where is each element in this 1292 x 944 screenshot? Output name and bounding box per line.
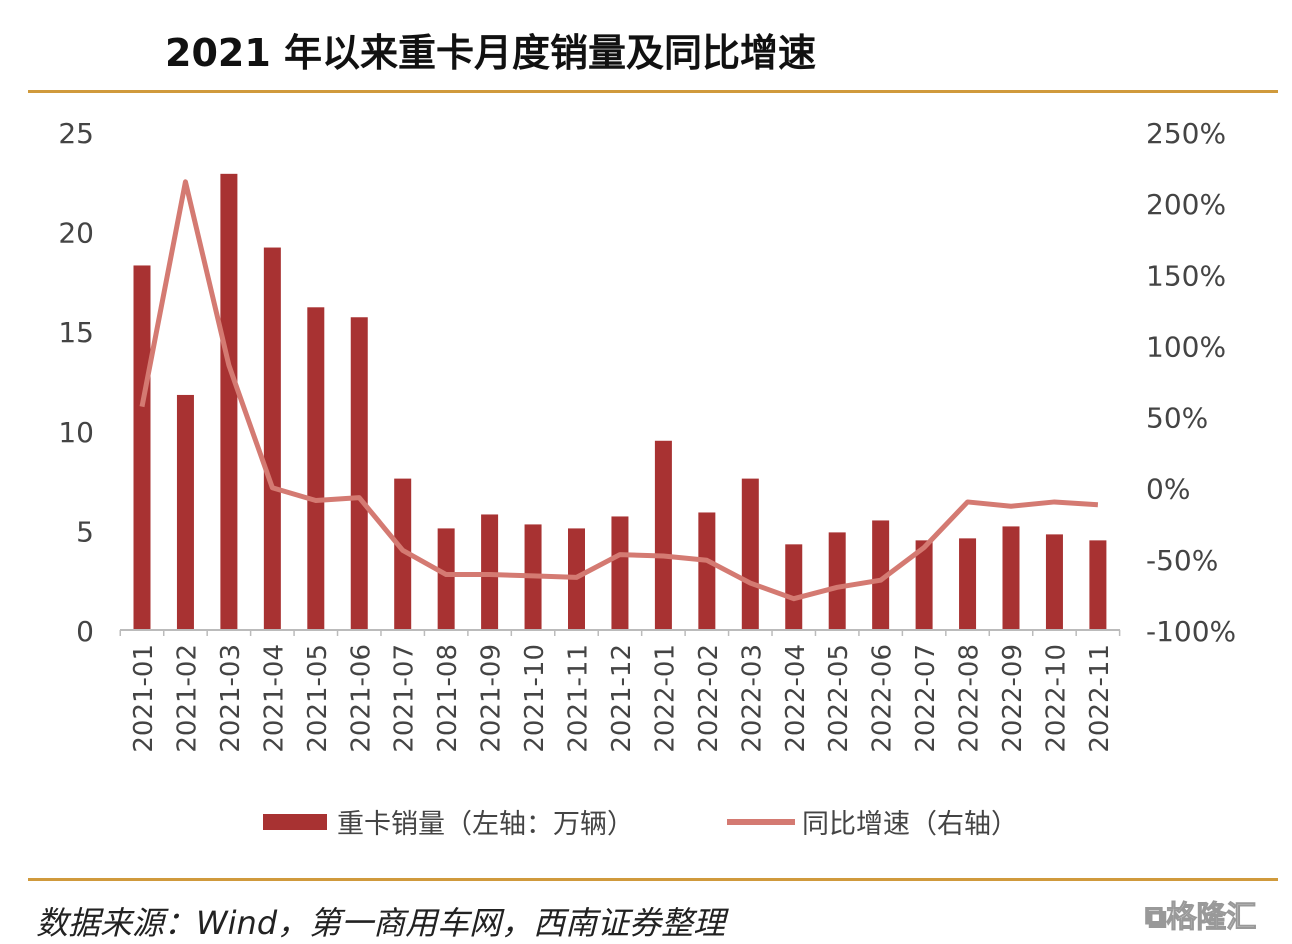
bar-2022-11 [1089, 540, 1107, 630]
x-tick-label: 2021-03 [216, 644, 246, 753]
x-tick-label: 2021-11 [564, 644, 594, 753]
y-right-tick-label: 50% [1146, 402, 1208, 435]
chart-title: 2021 年以来重卡月度销量及同比增速 [165, 31, 816, 75]
bar-2021-06 [350, 317, 368, 630]
bar-2021-04 [263, 247, 281, 630]
legend-bar-swatch [263, 814, 327, 830]
y-right-tick-label: 200% [1146, 188, 1226, 221]
x-tick-label: 2022-01 [650, 644, 680, 753]
bar-2021-03 [220, 173, 238, 630]
bar-2022-02 [698, 512, 716, 630]
y-left-tick-label: 5 [76, 515, 94, 548]
bar-2021-08 [437, 528, 455, 630]
y-right-tick-label: -50% [1146, 544, 1218, 577]
y-left-tick-label: 0 [76, 615, 94, 648]
x-tick-label: 2021-04 [259, 644, 289, 753]
legend-bar-label: 重卡销量（左轴：万辆） [337, 809, 634, 840]
y-right-tick-label: 250% [1146, 117, 1226, 150]
y-left-tick-label: 10 [58, 416, 94, 449]
y-right-tick-label: 100% [1146, 330, 1226, 363]
bottom-rule [28, 878, 1278, 881]
bar-2022-01 [654, 440, 672, 630]
x-tick-label: 2021-05 [303, 644, 333, 753]
bar-2021-01 [133, 265, 151, 630]
source-note: 数据来源：Wind，第一商用车网，西南证券整理 [36, 904, 726, 942]
x-tick-label: 2022-07 [911, 644, 941, 753]
bar-2021-05 [307, 307, 325, 630]
x-tick-label: 2022-08 [955, 644, 985, 753]
legend-line-label: 同比增速（右轴） [802, 809, 1018, 840]
top-rule [28, 90, 1278, 93]
x-tick-label: 2022-05 [824, 644, 854, 753]
bar-2022-06 [872, 520, 890, 630]
bar-2022-04 [785, 544, 803, 630]
bar-2022-10 [1045, 534, 1063, 630]
bar-2022-08 [959, 538, 977, 630]
y-left-tick-label: 15 [58, 316, 94, 349]
bar-2022-05 [828, 532, 846, 630]
x-tick-label: 2022-09 [998, 644, 1028, 753]
x-tick-label: 2021-12 [607, 644, 637, 753]
x-tick-label: 2021-07 [390, 644, 420, 753]
x-tick-label: 2021-10 [520, 644, 550, 753]
y-right-tick-label: -100% [1146, 615, 1236, 648]
x-tick-label: 2022-03 [737, 644, 767, 753]
x-tick-label: 2022-06 [868, 644, 898, 753]
x-tick-label: 2021-09 [477, 644, 507, 753]
x-tick-label: 2022-11 [1085, 644, 1115, 753]
bar-2022-07 [915, 540, 933, 630]
x-tick-label: 2022-04 [781, 644, 811, 753]
bar-2021-02 [176, 394, 194, 630]
bar-2021-07 [394, 478, 412, 630]
bar-2021-12 [611, 516, 629, 630]
y-right-tick-label: 150% [1146, 259, 1226, 292]
y-right-tick-label: 0% [1146, 473, 1190, 506]
x-tick-label: 2022-02 [694, 644, 724, 753]
bar-2022-03 [741, 478, 759, 630]
x-tick-label: 2021-01 [129, 644, 159, 753]
x-tick-label: 2022-10 [1041, 644, 1071, 753]
x-tick-label: 2021-06 [346, 644, 376, 753]
x-tick-label: 2021-08 [433, 644, 463, 753]
y-left-tick-label: 20 [58, 217, 94, 250]
x-tick-label: 2021-02 [172, 644, 202, 753]
watermark-logo: ⧉格隆汇 [1144, 900, 1257, 936]
y-left-tick-label: 25 [58, 117, 94, 150]
bar-2022-09 [1002, 526, 1020, 630]
